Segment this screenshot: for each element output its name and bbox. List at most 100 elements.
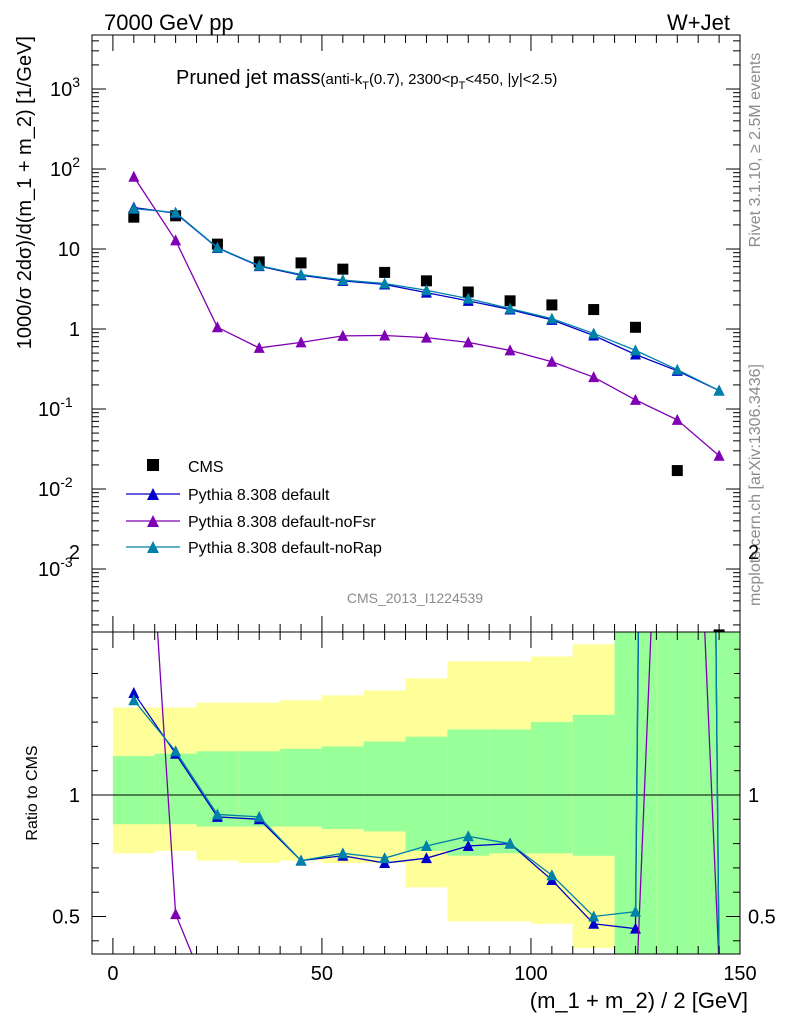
header-energy: 7000 GeV pp bbox=[104, 10, 234, 35]
main-point-nofsr bbox=[588, 371, 600, 383]
main-point-cms bbox=[379, 266, 391, 278]
x-tick-label: 0 bbox=[107, 963, 118, 985]
x-tick-label: 100 bbox=[514, 963, 547, 985]
main-y-tick-label: 10-2 bbox=[38, 474, 73, 501]
ratio-y-tick-label-right: 1 bbox=[748, 785, 759, 807]
main-point-norap bbox=[128, 202, 140, 214]
ratio-y-tick-label: 1 bbox=[69, 785, 80, 807]
main-point-nofsr bbox=[420, 331, 432, 343]
ratio-point-norap bbox=[420, 840, 432, 852]
main-series bbox=[128, 170, 725, 632]
ratio-y-ticks: 0.5 0.5 1 1 2 2 bbox=[52, 542, 776, 942]
legend: CMS Pythia 8.308 default Pythia 8.308 de… bbox=[126, 459, 382, 557]
ratio-point-norap bbox=[295, 854, 307, 866]
ratio-band-green bbox=[572, 714, 615, 856]
ratio-y-tick-label-right: 0.5 bbox=[748, 907, 776, 929]
main-point-nofsr bbox=[337, 329, 349, 341]
ratio-y-tick-label: 2 bbox=[69, 542, 80, 564]
title-sub-sub2: T bbox=[459, 80, 466, 92]
main-point-cms bbox=[588, 304, 600, 316]
main-point-nofsr bbox=[629, 393, 641, 405]
main-y-tick-label: 102 bbox=[50, 154, 80, 181]
title-sub-mid: (0.7), 2300<p bbox=[369, 71, 459, 88]
mcplots-label: mcplots.cern.ch [arXiv:1306.3436] bbox=[747, 364, 764, 606]
ratio-y-axis-label: Ratio to CMS bbox=[24, 745, 41, 840]
x-tick-label: 50 bbox=[311, 963, 333, 985]
ratio-y-tick-label: 0.5 bbox=[52, 907, 80, 929]
legend-nofsr-label: Pythia 8.308 default-noFsr bbox=[188, 514, 376, 531]
main-point-cms bbox=[295, 257, 307, 269]
rivet-label: Rivet 3.1.10, ≥ 2.5M events bbox=[747, 53, 764, 248]
ratio-series bbox=[128, 632, 720, 954]
main-x-ticks bbox=[112, 35, 741, 632]
main-point-norap bbox=[546, 312, 558, 324]
main-point-nofsr bbox=[253, 341, 265, 353]
ratio-panel: 0.5 0.5 1 1 2 2 0 50 100 150 bbox=[52, 542, 776, 985]
legend-cms-marker bbox=[147, 459, 159, 471]
main-line-nofsr bbox=[133, 176, 720, 457]
main-point-cms bbox=[128, 211, 140, 223]
ratio-point-norap bbox=[170, 745, 182, 757]
ratio-point-norap bbox=[629, 905, 641, 917]
main-point-cms bbox=[546, 299, 558, 311]
main-point-nofsr bbox=[546, 355, 558, 367]
main-y-tick-label: 10-1 bbox=[38, 394, 73, 421]
main-y-axis-label: 1000/σ 2dσ)/d(m_1 + m_2) [1/GeV] bbox=[14, 36, 36, 349]
main-point-cms bbox=[337, 263, 349, 275]
main-point-nofsr bbox=[170, 234, 182, 246]
x-tick-label: 150 bbox=[723, 963, 756, 985]
main-point-nofsr bbox=[295, 336, 307, 348]
legend-norap-label: Pythia 8.308 default-noRap bbox=[188, 540, 382, 557]
ratio-frame bbox=[91, 631, 741, 955]
main-point-norap bbox=[211, 241, 223, 253]
main-point-nofsr bbox=[462, 336, 474, 348]
ratio-point-norap bbox=[337, 847, 349, 859]
legend-norap-marker bbox=[147, 541, 159, 553]
main-point-norap bbox=[504, 302, 516, 314]
title-sub-suffix: <450, |y|<2.5) bbox=[465, 71, 557, 88]
main-point-cms bbox=[420, 275, 432, 287]
main-point-cms bbox=[629, 321, 641, 333]
title-sub-sub1: T bbox=[362, 80, 369, 92]
title-sub-prefix: (anti-k bbox=[321, 71, 363, 88]
main-point-nofsr bbox=[671, 413, 683, 425]
main-point-norap bbox=[337, 273, 349, 285]
main-point-cms bbox=[504, 295, 516, 307]
main-point-norap bbox=[420, 284, 432, 296]
legend-cms-label: CMS bbox=[188, 459, 224, 476]
main-point-norap bbox=[295, 268, 307, 280]
x-axis-label: (m_1 + m_2) / 2 [GeV] bbox=[530, 988, 748, 1013]
ratio-point-default bbox=[420, 852, 432, 864]
ratio-point-default bbox=[128, 686, 140, 698]
main-point-norap bbox=[671, 363, 683, 375]
ratio-point-default bbox=[588, 917, 600, 929]
main-line-default bbox=[133, 206, 720, 392]
ratio-band-green bbox=[698, 632, 740, 954]
ratio-point-norap bbox=[588, 910, 600, 922]
header-process: W+Jet bbox=[667, 10, 730, 35]
ratio-point-norap bbox=[128, 694, 140, 706]
ratio-point-norap bbox=[211, 808, 223, 820]
main-point-norap bbox=[462, 292, 474, 304]
ratio-point-norap bbox=[504, 837, 516, 849]
ratio-band-green bbox=[280, 748, 322, 827]
ratio-band-green bbox=[112, 756, 155, 825]
ratio-band-green bbox=[154, 753, 197, 825]
main-point-cms bbox=[671, 465, 683, 477]
ratio-band-green bbox=[489, 729, 531, 854]
main-point-norap bbox=[253, 259, 265, 271]
analysis-id: CMS_2013_I1224539 bbox=[347, 590, 483, 606]
ratio-y-tick-label-right: 2 bbox=[748, 542, 759, 564]
main-y-ticks: 10-3 10-2 10-1 1 10 102 103 bbox=[38, 40, 740, 626]
main-y-tick-label: 10-3 bbox=[38, 554, 73, 581]
legend-default-marker bbox=[147, 488, 159, 500]
main-point-cms bbox=[462, 286, 474, 298]
main-point-norap bbox=[713, 384, 725, 396]
ratio-band-green bbox=[405, 736, 448, 851]
ratio-bands bbox=[112, 632, 740, 954]
ratio-band-green bbox=[530, 722, 573, 854]
ratio-band-green bbox=[321, 746, 364, 830]
main-point-cms bbox=[713, 629, 725, 632]
main-point-norap bbox=[379, 277, 391, 289]
